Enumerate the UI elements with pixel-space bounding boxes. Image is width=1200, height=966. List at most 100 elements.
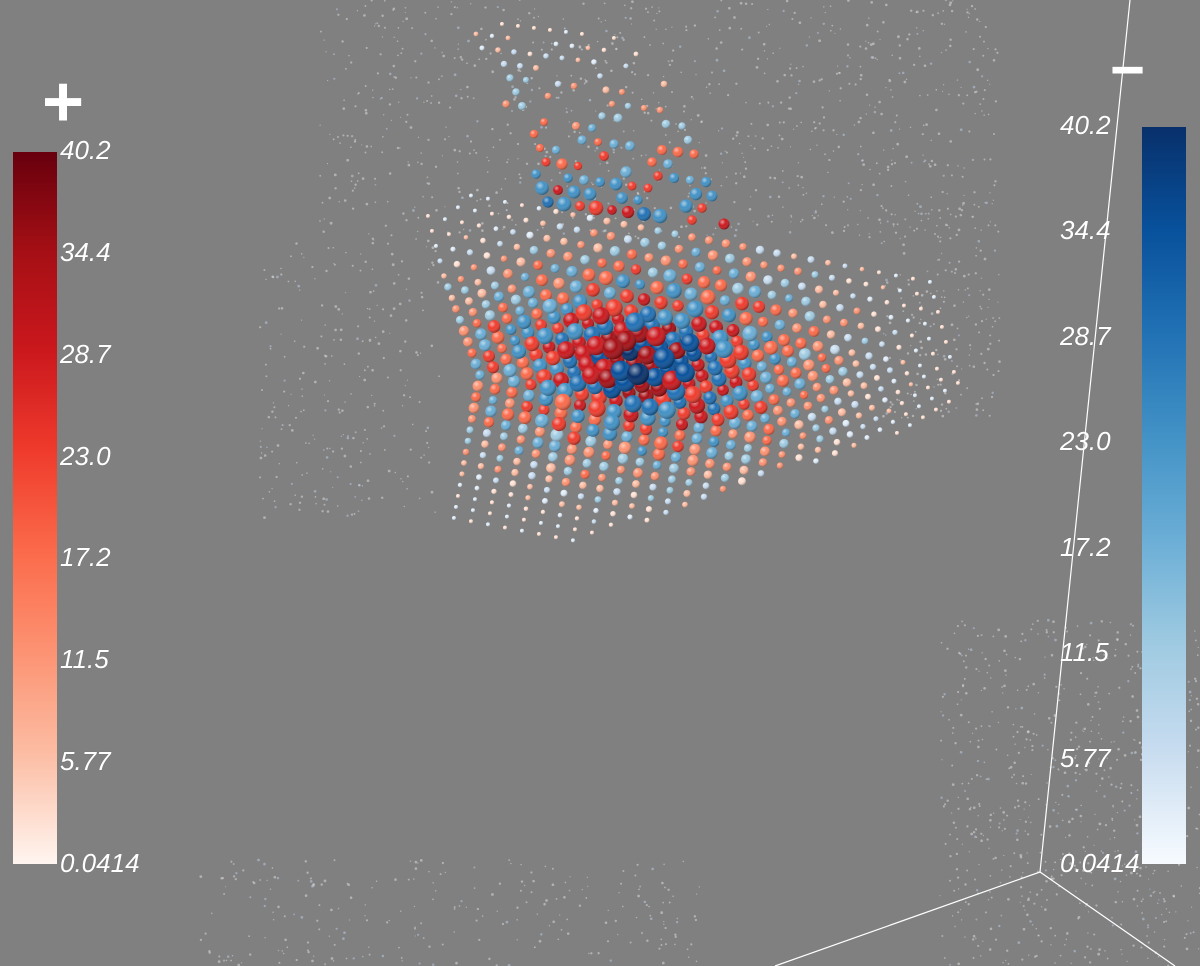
sphere-glyph [660, 80, 668, 88]
negative-sign-label: − [1110, 36, 1146, 103]
sphere-glyph [543, 486, 551, 494]
sphere-glyph [663, 269, 677, 283]
sphere-glyph [752, 300, 766, 313]
sphere-glyph [699, 380, 713, 394]
sphere-glyph [506, 74, 514, 82]
sphere-glyph [461, 460, 467, 466]
sphere-glyph [913, 393, 917, 398]
sphere-glyph [620, 166, 632, 178]
sphere-glyph [869, 363, 877, 371]
sphere-glyph [474, 485, 480, 491]
sphere-glyph [705, 458, 715, 469]
sphere-glyph [603, 439, 613, 450]
bounding-box-axes [774, 0, 1176, 966]
sphere-glyph [465, 297, 473, 306]
sphere-glyph [860, 423, 866, 430]
sphere-glyph [729, 375, 743, 389]
sphere-glyph [930, 396, 934, 401]
sphere-glyph [846, 278, 852, 284]
sphere-glyph [706, 447, 718, 459]
sphere-glyph [525, 495, 531, 501]
sphere-glyph [491, 372, 503, 384]
sphere-glyph [570, 421, 582, 434]
sphere-glyph [750, 390, 764, 403]
sphere-glyph [554, 393, 572, 411]
sphere-glyph [597, 73, 603, 79]
sphere-glyph [886, 408, 892, 414]
sphere-glyph [833, 438, 841, 446]
sphere-glyph [530, 461, 538, 469]
sphere-glyph [550, 428, 564, 442]
sphere-glyph [623, 420, 635, 432]
sphere-glyph [708, 436, 720, 448]
colorbar-tick-label: 23.0 [60, 440, 111, 471]
sphere-glyph [527, 483, 533, 490]
sphere-glyph [503, 525, 507, 530]
sphere-glyph [786, 356, 798, 368]
colorbar-tick-label: 28.7 [60, 338, 111, 369]
sphere-glyph [625, 312, 645, 332]
sphere-glyph [566, 266, 578, 278]
sphere-glyph [527, 51, 533, 57]
sphere-glyph [582, 268, 596, 282]
sphere-glyph [785, 294, 793, 303]
sphere-glyph [561, 477, 571, 487]
sphere-glyph [694, 262, 706, 273]
sphere-glyph [780, 278, 790, 288]
sphere-glyph [758, 458, 768, 467]
sphere-glyph [720, 473, 730, 483]
sphere-glyph [509, 480, 517, 487]
sphere-glyph [717, 384, 729, 396]
sphere-glyph [722, 462, 732, 472]
sphere-glyph [652, 208, 668, 224]
sphere-glyph [657, 241, 667, 251]
sphere-glyph [545, 350, 561, 366]
sphere-glyph [523, 389, 535, 402]
sphere-glyph [944, 340, 948, 344]
sphere-glyph [719, 485, 727, 493]
colorbar-tick-label: 11.5 [1060, 637, 1109, 668]
sphere-glyph [479, 452, 487, 459]
sphere-glyph [643, 183, 653, 193]
sphere-glyph [677, 407, 691, 420]
sphere-glyph [575, 57, 581, 63]
sphere-glyph [738, 398, 750, 410]
colorbar-tick-label: 34.4 [60, 236, 111, 267]
sphere-glyph [624, 395, 642, 413]
colorbar-tick-label: 17.2 [60, 542, 111, 573]
sphere-glyph [606, 231, 616, 241]
sphere-glyph [698, 337, 716, 355]
sphere-glyph [580, 254, 590, 265]
sphere-glyph [761, 331, 773, 343]
sphere-glyph [599, 461, 609, 472]
sphere-glyph [956, 381, 960, 385]
sphere-glyph [486, 266, 496, 275]
sphere-glyph [505, 35, 511, 41]
sphere-glyph [697, 276, 711, 289]
sphere-glyph [831, 450, 839, 457]
sphere-glyph [641, 398, 659, 416]
sphere-glyph [757, 470, 765, 477]
sphere-glyph [559, 55, 565, 61]
sphere-glyph [457, 482, 463, 488]
sphere-glyph [902, 303, 906, 308]
sphere-glyph [877, 270, 881, 275]
sphere-glyph [520, 528, 524, 533]
sphere-glyph [452, 516, 456, 520]
sphere-glyph [569, 374, 587, 392]
sphere-glyph [928, 280, 932, 284]
sphere-glyph [894, 273, 898, 278]
sphere-glyph [635, 457, 645, 467]
sphere-glyph [790, 409, 800, 419]
sphere-glyph [842, 263, 848, 269]
sphere-glyph [770, 304, 782, 316]
sphere-glyph-cluster [426, 22, 960, 543]
sphere-glyph [598, 112, 606, 120]
colorbar-tick-label: 0.0414 [1060, 848, 1140, 878]
sphere-glyph [551, 416, 567, 432]
sphere-glyph [579, 481, 587, 490]
sphere-glyph [441, 273, 447, 279]
sphere-glyph [652, 448, 666, 461]
